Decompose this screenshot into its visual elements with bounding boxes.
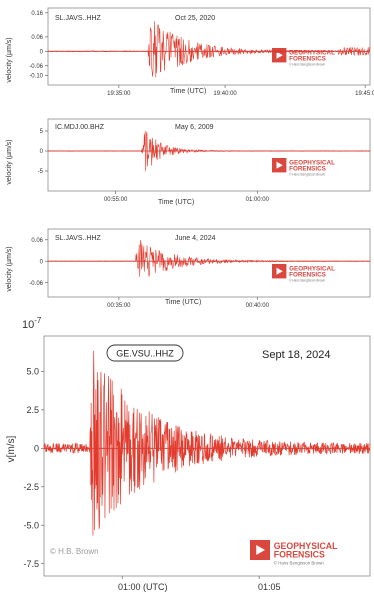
seismogram-chart-4: 10-7 v[m/s] GE.VSU..HHZ Sept 18, 2024 © … — [6, 316, 371, 592]
x-tick-label: 19:45:0 — [355, 91, 374, 97]
y-tick-label: -0.06 — [29, 64, 43, 70]
logo-line2: FORENSICS — [289, 272, 326, 279]
exponent-base: 10 — [22, 319, 34, 331]
event-date: Oct 25, 2020 — [175, 15, 215, 22]
y-tick-label: 5 — [40, 129, 44, 135]
seismogram-trace — [47, 21, 371, 78]
y-tick-label: -2.5 — [23, 482, 39, 492]
plot-frame — [47, 7, 371, 86]
y-tick-label: 2.5 — [26, 405, 39, 415]
x-tick-label-left: 01:00 (UTC) — [118, 582, 168, 592]
seismogram-chart-2: velocity (µm/s) IC.MDJ.00.BHZ May 6, 200… — [6, 118, 371, 206]
y-axis-label: v[m/s] — [6, 435, 17, 462]
station-label: GE.VSU..HHZ — [116, 349, 174, 359]
event-date: June 4, 2024 — [175, 235, 216, 242]
seismogram-trace — [47, 240, 371, 277]
x-tick-label: 00:35:00 — [107, 303, 131, 309]
y-tick-label: -0.06 — [29, 281, 43, 287]
seismogram-chart-1: velocity (µm/s) SL.JAVS..HHZ Oct 25, 202… — [6, 7, 374, 97]
y-axis-label: velocity (µm/s) — [6, 37, 13, 82]
y-tick-label: -5 — [38, 169, 44, 175]
y-tick-label: 0 — [40, 149, 44, 155]
logo-line2: FORENSICS — [289, 166, 326, 173]
y-tick-label: 0.06 — [31, 35, 43, 41]
logo-line1: GEOPHYSICAL — [289, 265, 335, 272]
plot-frame — [43, 335, 371, 577]
y-tick-label: 0.06 — [31, 238, 43, 244]
y-axis-label: velocity (µm/s) — [6, 246, 13, 291]
exponent-power: -7 — [34, 316, 42, 325]
seismogram-panel-4: 10-7 v[m/s] GE.VSU..HHZ Sept 18, 2024 © … — [0, 314, 374, 594]
station-label: SL.JAVS..HHZ — [55, 235, 101, 242]
y-tick-label: -5.0 — [23, 520, 39, 530]
logo-line1: GEOPHYSICAL — [289, 159, 335, 166]
copyright: © H.B. Brown — [50, 547, 99, 556]
seismogram-chart-3: velocity (µm/s) SL.JAVS..HHZ June 4, 202… — [6, 228, 371, 309]
seismogram-trace — [47, 130, 371, 172]
x-tick-label: 00:40:00 — [246, 303, 270, 309]
event-date: May 6, 2009 — [175, 124, 214, 131]
x-tick-label: 01:00:00 — [246, 197, 270, 203]
x-tick-label: 19:35:00 — [107, 91, 131, 97]
logo-line1: GEOPHYSICAL — [289, 49, 335, 56]
logo-sub: © Hans Bengtsson Brown — [289, 63, 325, 67]
logo-line1: GEOPHYSICAL — [274, 541, 338, 551]
x-axis-label: Time (UTC) — [158, 199, 194, 206]
plot-frame — [47, 118, 371, 192]
seismogram-panel-3: velocity (µm/s) SL.JAVS..HHZ June 4, 202… — [0, 224, 374, 312]
y-axis-label: velocity (µm/s) — [6, 139, 13, 184]
logo-line2: FORENSICS — [289, 56, 326, 63]
y-tick-label: -7.5 — [23, 559, 39, 569]
y-tick-label: 0 — [34, 443, 39, 453]
y-tick-label: -0.10 — [29, 73, 43, 79]
plot-frame — [47, 228, 371, 298]
y-tick-label: 0 — [40, 259, 44, 265]
logo-sub: © Hans Bengtsson Brown — [289, 279, 325, 283]
logo-sub: © Hans Bengtsson Brown — [274, 560, 325, 565]
seismogram-panel-2: velocity (µm/s) IC.MDJ.00.BHZ May 6, 200… — [0, 112, 374, 210]
station-label: IC.MDJ.00.BHZ — [55, 124, 105, 131]
x-tick-label-right: 01:05 — [258, 582, 281, 592]
y-tick-label: 5.0 — [26, 367, 39, 377]
x-tick-label: 19:40:00 — [213, 91, 237, 97]
event-date: Sept 18, 2024 — [262, 349, 331, 361]
station-label: SL.JAVS..HHZ — [55, 15, 101, 22]
station-label-box — [106, 344, 184, 362]
y-tick-label: 0.16 — [31, 11, 43, 17]
logo-line2: FORENSICS — [274, 550, 325, 560]
logo-sub: © Hans Bengtsson Brown — [289, 173, 325, 177]
seismogram-panel-1: velocity (µm/s) SL.JAVS..HHZ Oct 25, 202… — [0, 0, 374, 110]
y-tick-label: 0 — [40, 49, 44, 55]
exponent-label: 10-7 — [22, 316, 42, 331]
x-axis-label: Time (UTC) — [170, 88, 206, 95]
x-tick-label: 00:55:00 — [104, 197, 128, 203]
seismogram-trace — [43, 350, 371, 536]
x-axis-label: Time (UTC) — [165, 299, 201, 306]
